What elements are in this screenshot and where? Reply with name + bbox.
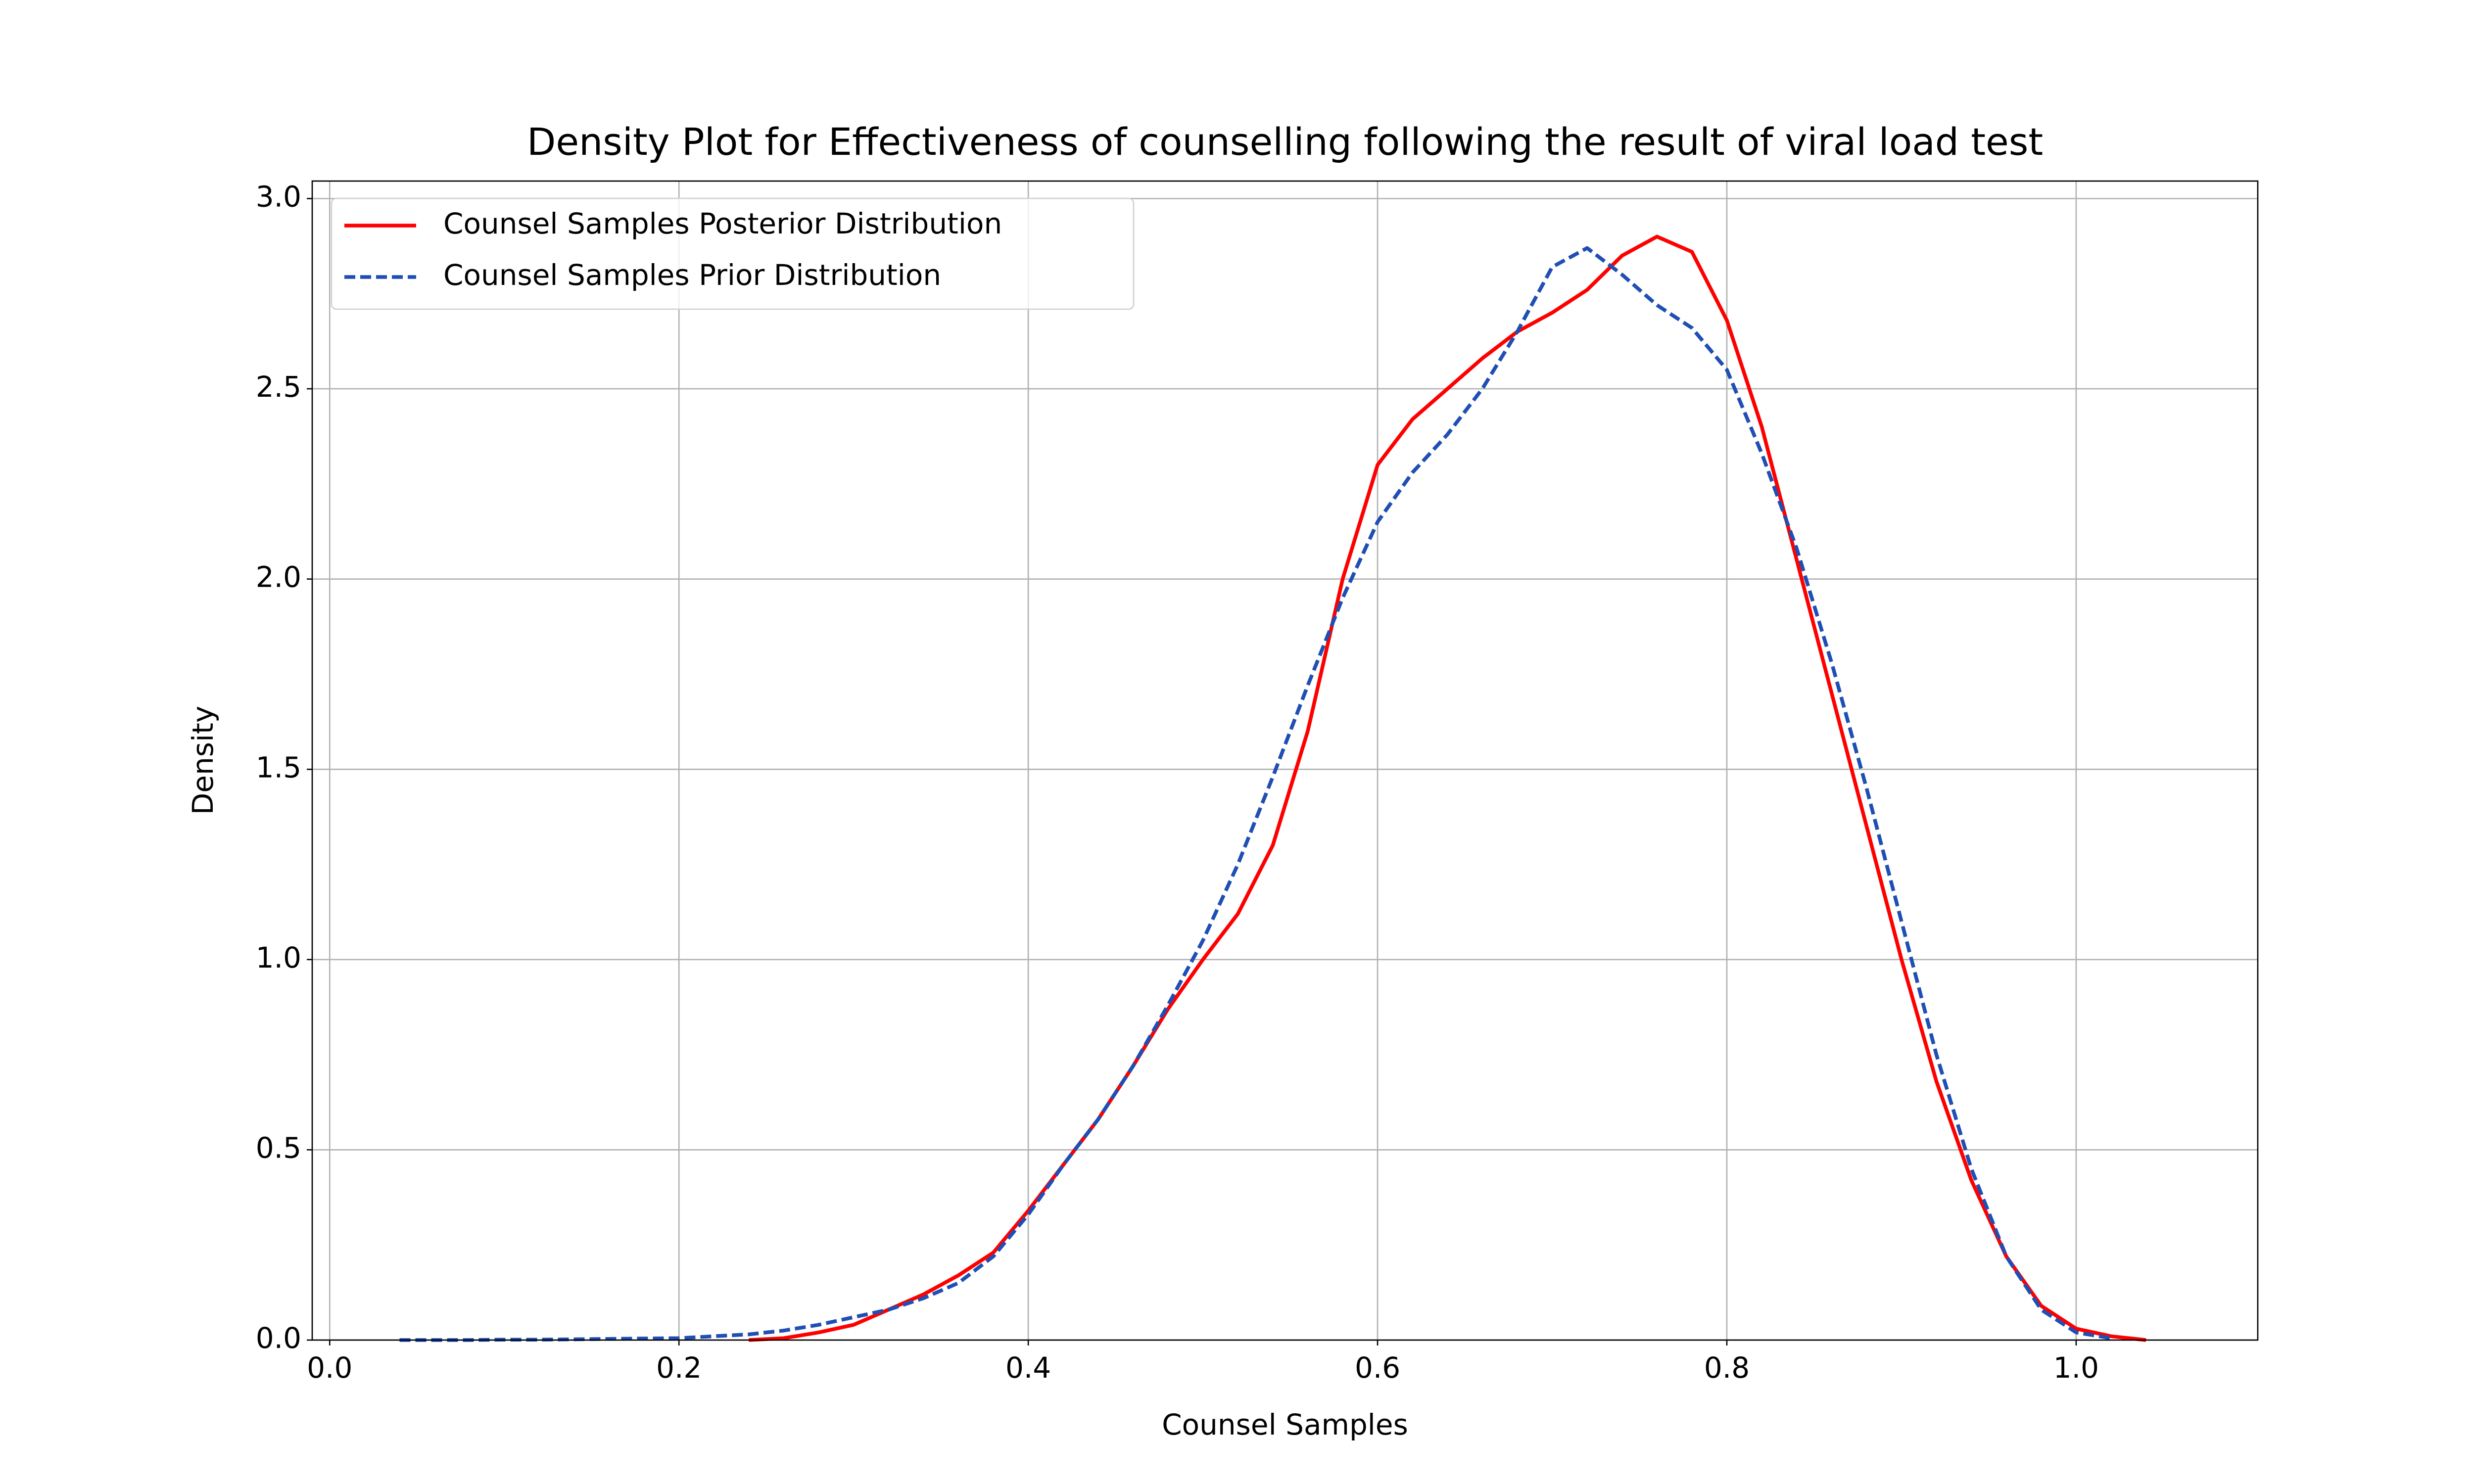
legend-box (331, 197, 1135, 310)
x-tick-label: 0.2 (656, 1351, 702, 1385)
x-tick-label: 0.6 (1355, 1351, 1400, 1385)
plot-frame (311, 180, 2259, 1341)
y-tick-label: 1.0 (256, 941, 301, 974)
x-tick-label: 1.0 (2053, 1351, 2099, 1385)
y-axis-label: Density (186, 706, 220, 815)
legend-label: Counsel Samples Posterior Distribution (443, 207, 1002, 240)
density-line (399, 246, 2112, 1342)
x-tick-label: 0.4 (1005, 1351, 1051, 1385)
x-axis-label: Counsel Samples (1162, 1408, 1408, 1441)
x-tick-label: 0.0 (307, 1351, 352, 1385)
y-tick-label: 2.5 (256, 370, 301, 404)
y-tick-label: 3.0 (256, 180, 301, 213)
y-tick-label: 1.5 (256, 750, 301, 784)
y-tick-label: 0.5 (256, 1131, 301, 1165)
y-tick-label: 0.0 (256, 1321, 301, 1355)
chart-title: Density Plot for Effectiveness of counse… (527, 120, 2043, 164)
density-line (749, 234, 2146, 1342)
x-tick-label: 0.8 (1704, 1351, 1750, 1385)
legend-label: Counsel Samples Prior Distribution (443, 258, 941, 292)
y-tick-label: 2.0 (256, 560, 301, 594)
